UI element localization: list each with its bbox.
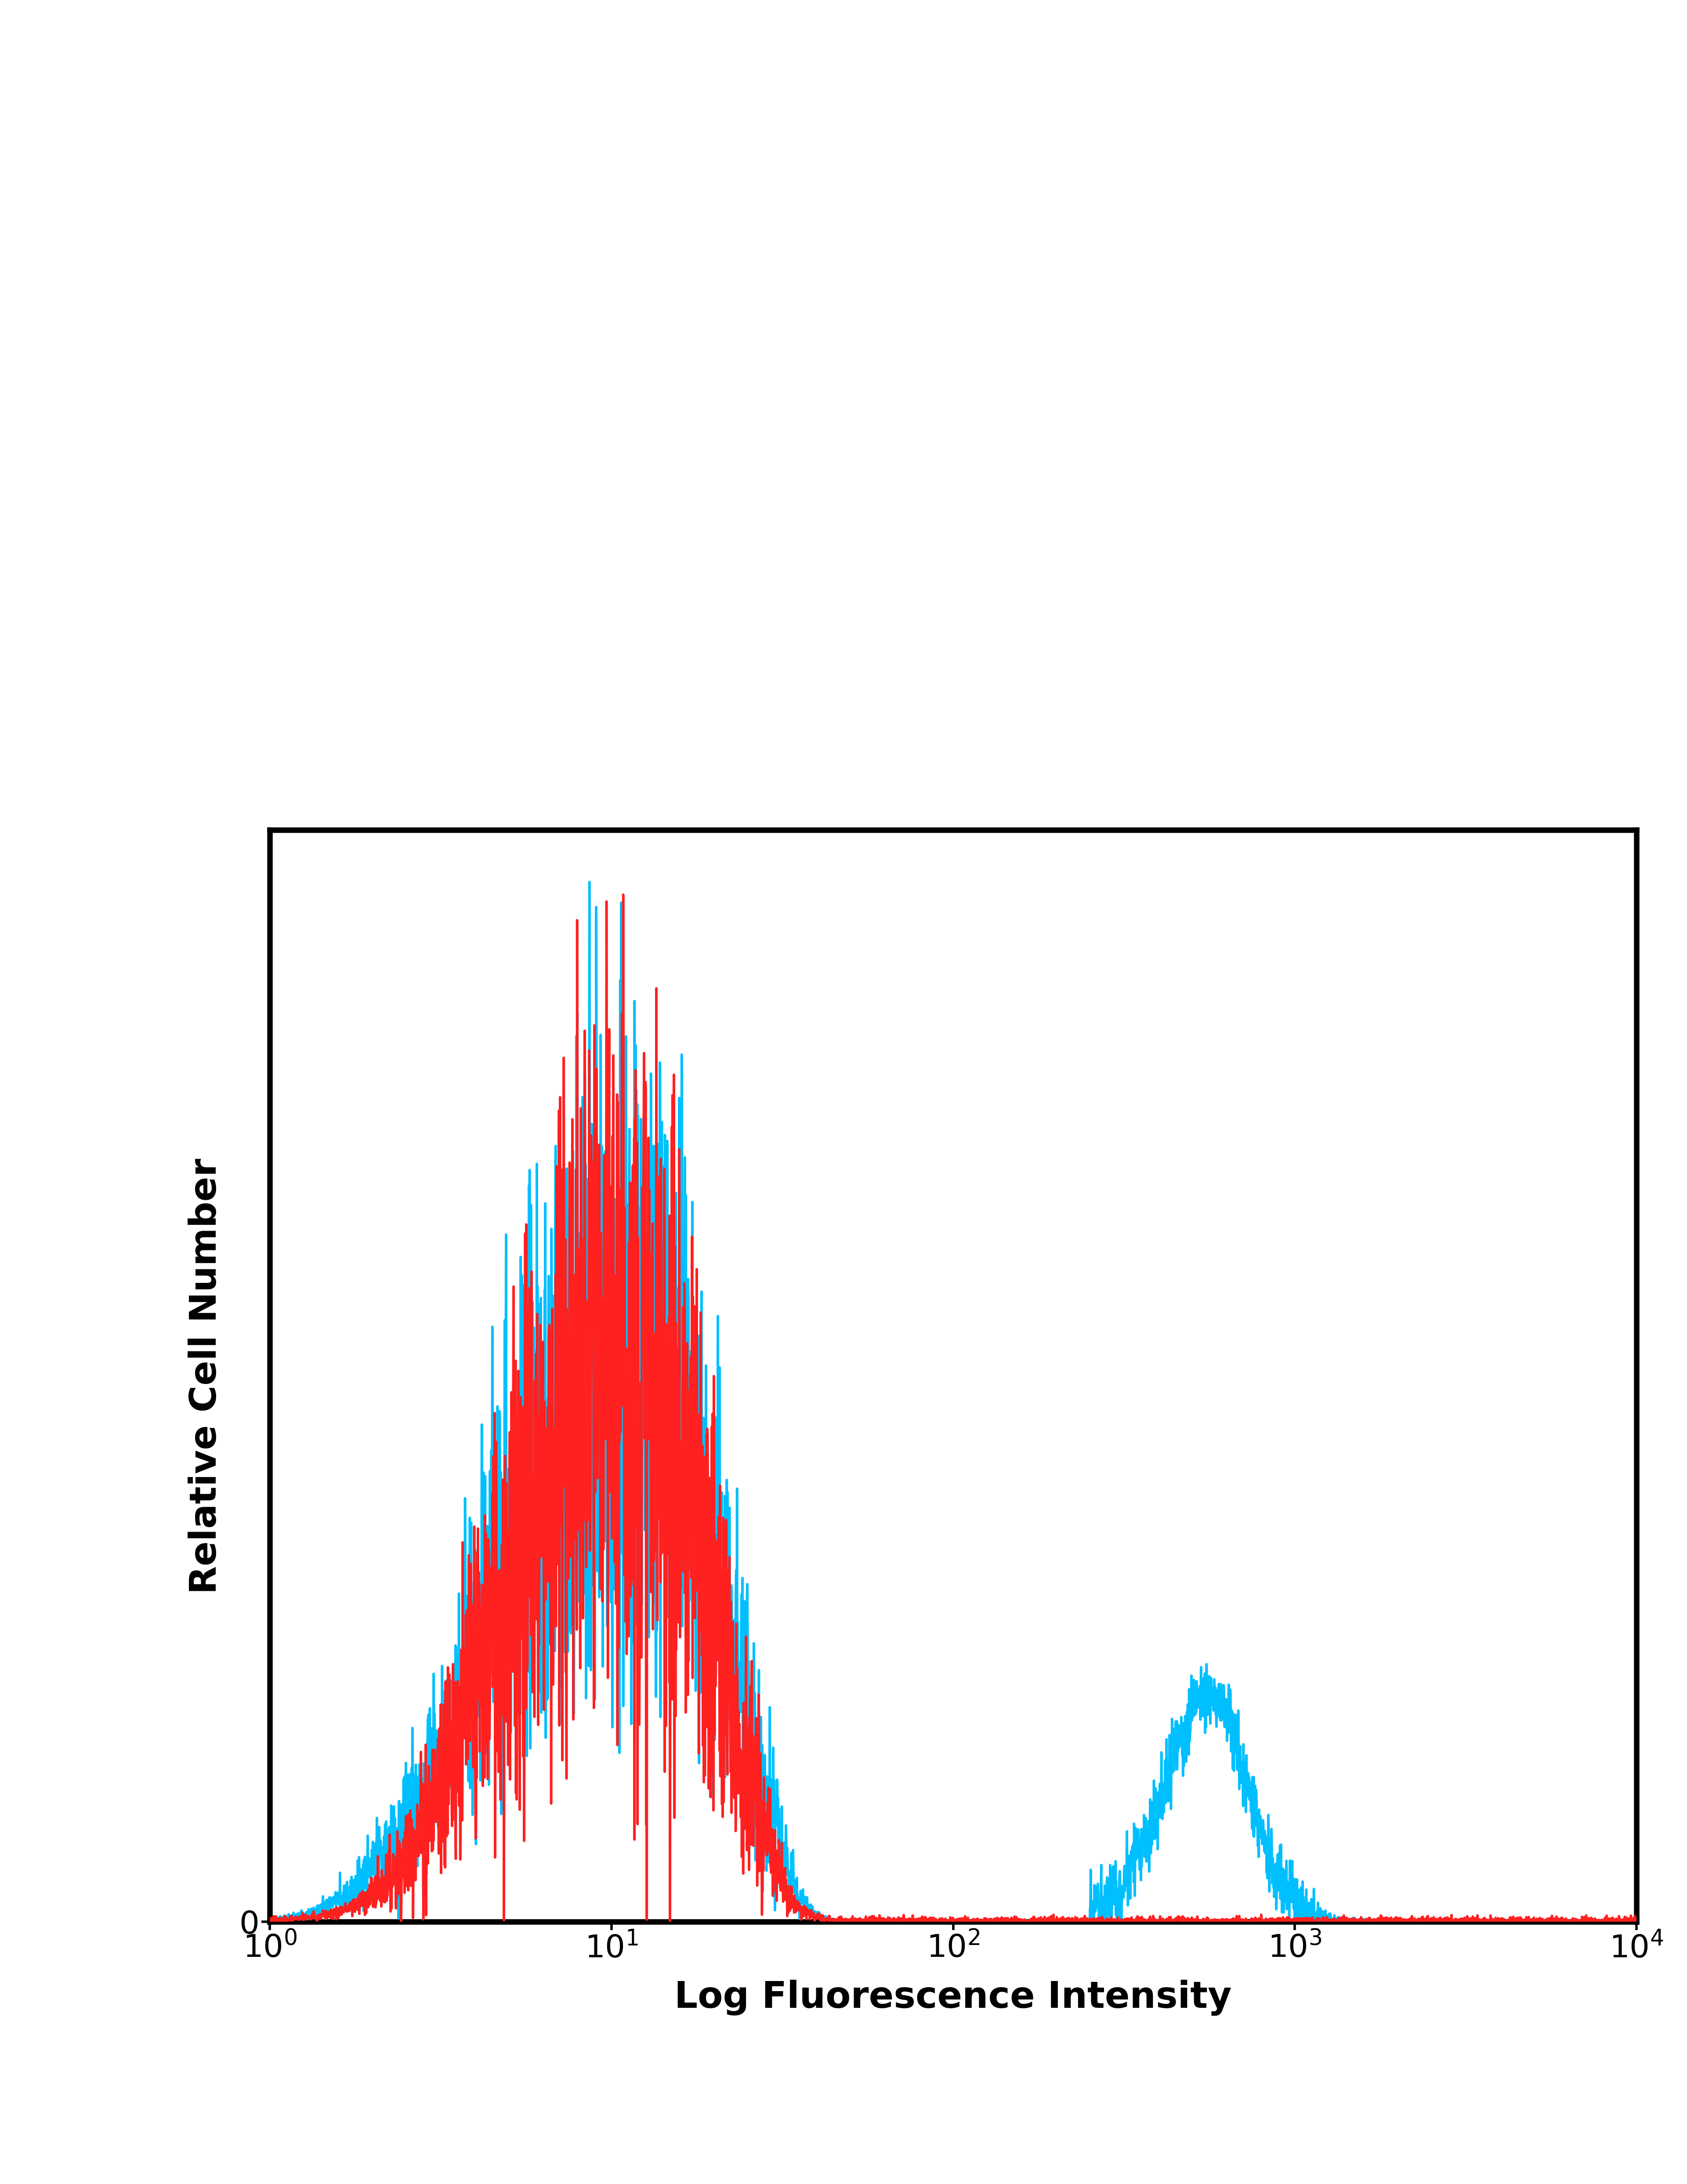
Y-axis label: Relative Cell Number: Relative Cell Number — [189, 1158, 224, 1594]
X-axis label: Log Fluorescence Intensity: Log Fluorescence Intensity — [675, 1979, 1232, 2016]
